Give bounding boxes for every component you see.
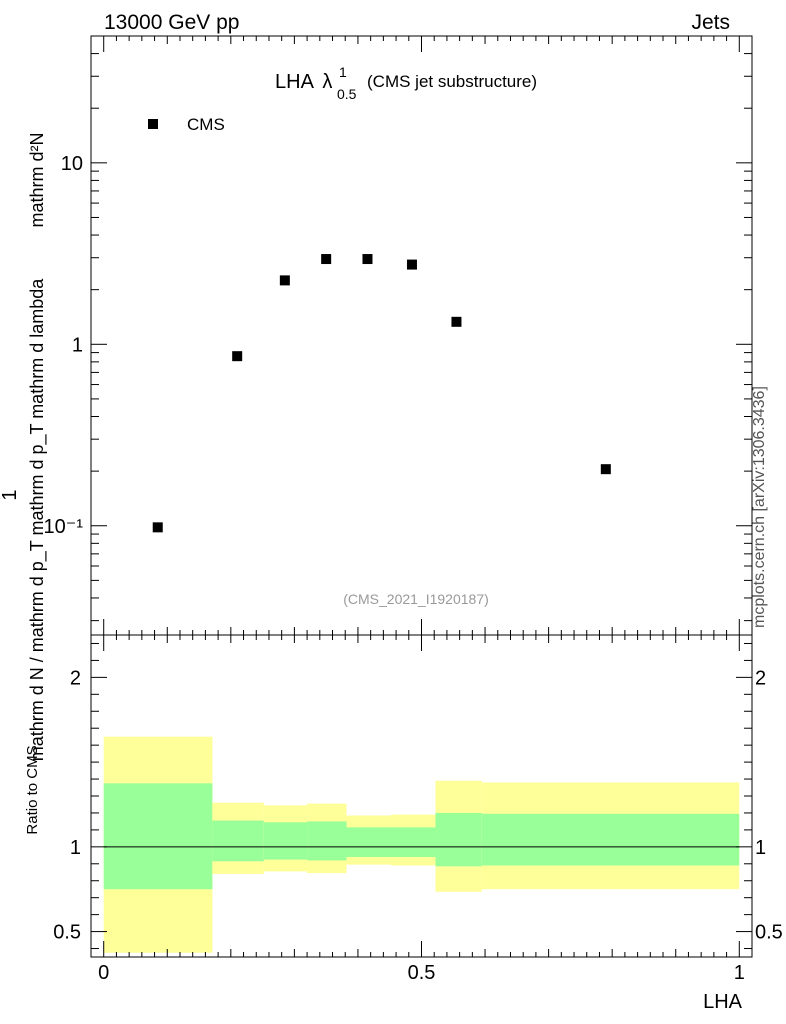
main-title: LHA λ [275, 71, 332, 93]
ratio-y-tick-label-left: 2 [70, 667, 81, 689]
main-y-tick-label: 10 [61, 153, 83, 175]
ratio-x-tick-labels: 0 0.5 1 [98, 962, 745, 984]
ratio-inner-band [435, 812, 482, 867]
header-right: Jets [691, 11, 730, 34]
main-y-ticks [91, 35, 752, 622]
main-y-axis-label: mathrm d N / mathrm d p_T mathrm d p_T m… [0, 132, 48, 761]
y-label-num: mathrm d²N [27, 132, 47, 227]
main-title-suffix: (CMS jet substructure) [367, 72, 537, 91]
cms-data-points [152, 254, 611, 533]
cms-data-point [406, 259, 417, 270]
ratio-x-tick-label: 0.5 [408, 962, 436, 984]
legend-marker-cms [148, 119, 158, 129]
cms-data-point [600, 464, 611, 475]
ratio-inner-band [390, 827, 436, 858]
ratio-y-tick-label-left: 1 [70, 837, 81, 859]
ratio-inner-band [346, 827, 391, 858]
main-x-ticks [103, 36, 740, 635]
side-label: mcplots.cern.ch [arXiv:1306.3436] [751, 386, 768, 628]
main-y-tick-label: 10⁻¹ [44, 516, 84, 538]
analysis-watermark: (CMS_2021_I1920187) [343, 591, 489, 607]
ratio-y-tick-label-right: 0.5 [755, 922, 783, 944]
ratio-x-tick-label: 1 [734, 962, 745, 984]
cms-data-point [232, 351, 243, 362]
cms-data-point [279, 275, 290, 286]
main-title-superscript: 1 [339, 64, 347, 80]
y-label-den: mathrm d N / mathrm d p_T mathrm d p_T m… [27, 278, 48, 761]
ratio-y-tick-label-right: 2 [755, 667, 766, 689]
ratio-bands [103, 736, 740, 953]
ratio-inner-band [263, 822, 308, 860]
y-label-one: 1 [0, 489, 21, 500]
cms-data-point [451, 316, 462, 327]
ratio-inner-band [103, 783, 213, 890]
ratio-inner-band [481, 813, 740, 866]
main-y-tick-labels: 10 1 10⁻¹ [44, 153, 84, 538]
ratio-y-ticks [91, 642, 752, 950]
ratio-y-axis-label: Ratio to CMS [24, 745, 41, 834]
cms-data-point [362, 254, 373, 265]
ratio-panel: 2 21 10.5 0.5 0 0.5 1 [53, 634, 783, 984]
ratio-y-tick-label-left: 0.5 [53, 922, 81, 944]
header-left: 13000 GeV pp [104, 11, 239, 34]
ratio-y-tick-labels: 2 2 1 1 0.5 0.5 [53, 667, 783, 943]
cms-data-point [152, 522, 163, 533]
x-axis-label: LHA [703, 991, 743, 1013]
ratio-x-tick-label: 0 [98, 962, 109, 984]
main-y-tick-label: 1 [72, 334, 83, 356]
ratio-inner-band [212, 820, 264, 862]
legend-label-cms: CMS [187, 115, 225, 134]
cms-data-point [321, 254, 332, 265]
ratio-x-ticks [103, 635, 740, 957]
main-panel: 10 1 10⁻¹ LHA λ 1 0.5 (CMS jet substructur… [44, 35, 753, 636]
ratio-inner-band [307, 821, 347, 861]
main-title-subscript: 0.5 [337, 86, 357, 102]
ratio-y-tick-label-right: 1 [755, 837, 766, 859]
